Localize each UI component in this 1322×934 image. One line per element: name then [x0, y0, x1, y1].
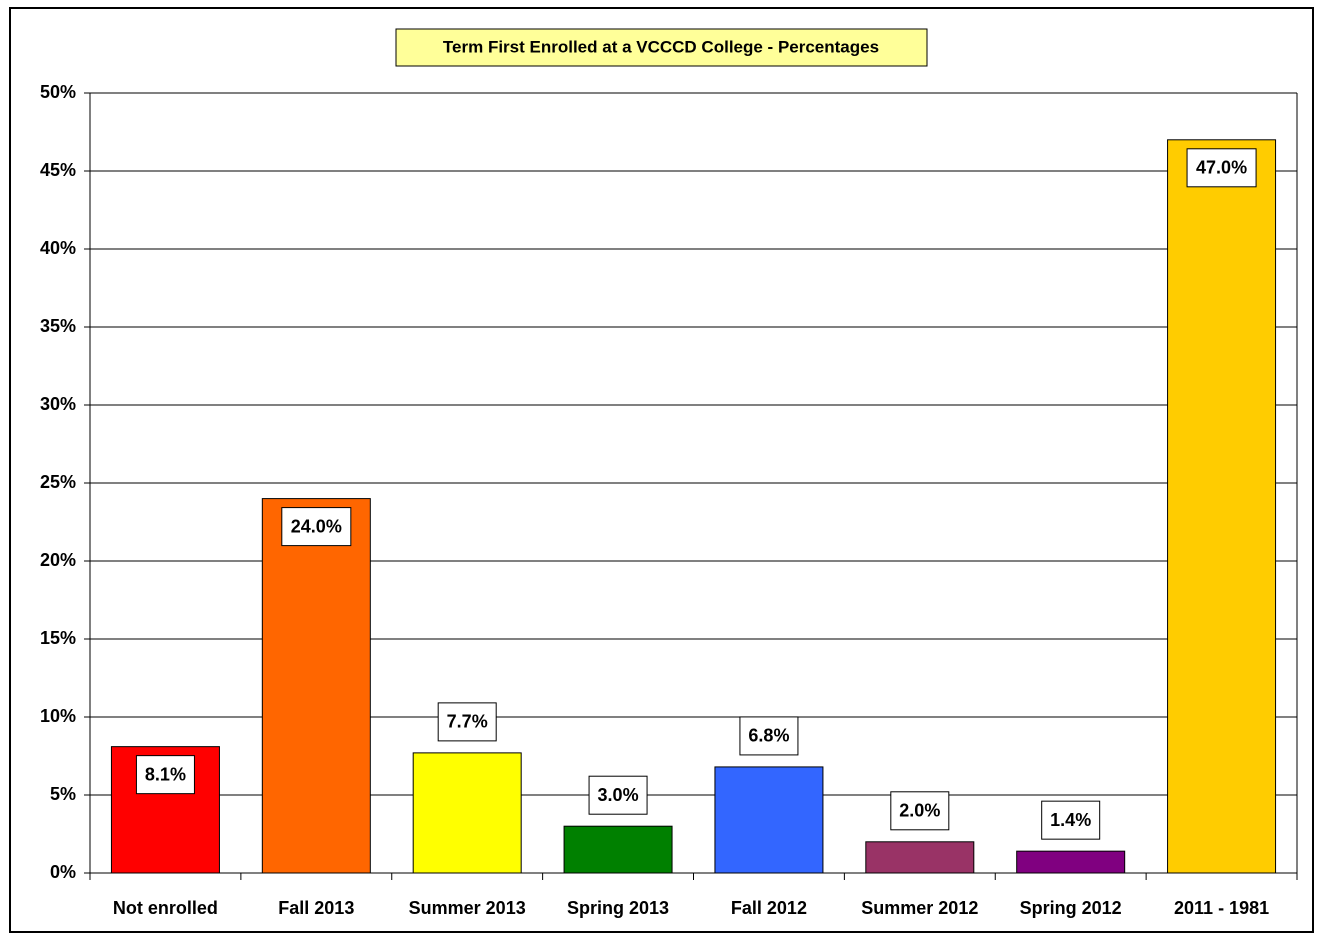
y-tick-label: 5%	[50, 784, 76, 804]
x-tick-label: 2011 - 1981	[1174, 898, 1269, 918]
bar	[865, 841, 975, 874]
chart-title: Term First Enrolled at a VCCCD College -…	[443, 37, 879, 56]
value-label: 24.0%	[291, 516, 342, 536]
y-tick-label: 50%	[40, 82, 76, 102]
y-tick-label: 25%	[40, 472, 76, 492]
chart-frame	[9, 7, 1314, 933]
value-label-box	[1186, 148, 1257, 188]
value-label-box	[281, 507, 352, 547]
bar	[1167, 139, 1277, 874]
y-tick-label: 0%	[50, 862, 76, 882]
y-tick-label: 15%	[40, 628, 76, 648]
value-label-box	[135, 755, 195, 795]
x-tick-label: Spring 2013	[567, 898, 669, 918]
value-label: 47.0%	[1196, 158, 1247, 178]
x-tick-label: Summer 2012	[861, 898, 978, 918]
bar	[563, 825, 673, 874]
x-tick-label: Summer 2013	[409, 898, 526, 918]
value-label-box	[588, 775, 648, 815]
x-tick-label: Fall 2013	[278, 898, 354, 918]
y-tick-label: 40%	[40, 238, 76, 258]
y-tick-label: 35%	[40, 316, 76, 336]
value-label-box	[1041, 800, 1101, 840]
value-label: 7.7%	[447, 712, 488, 732]
value-label-box	[739, 716, 799, 756]
value-label: 2.0%	[899, 801, 940, 821]
value-label-box	[437, 702, 497, 742]
x-tick-label: Not enrolled	[113, 898, 218, 918]
bar	[714, 766, 824, 874]
y-tick-label: 20%	[40, 550, 76, 570]
bar	[261, 498, 371, 874]
y-tick-label: 30%	[40, 394, 76, 414]
x-tick-label: Fall 2012	[731, 898, 807, 918]
value-label: 3.0%	[598, 785, 639, 805]
value-label: 8.1%	[145, 764, 186, 784]
x-tick-label: Spring 2012	[1020, 898, 1122, 918]
value-label: 6.8%	[748, 726, 789, 746]
bar	[1016, 850, 1126, 874]
title-box	[395, 28, 928, 67]
y-tick-label: 45%	[40, 160, 76, 180]
bar	[412, 752, 522, 874]
value-label-box	[890, 791, 950, 831]
value-label: 1.4%	[1050, 810, 1091, 830]
y-tick-label: 10%	[40, 706, 76, 726]
